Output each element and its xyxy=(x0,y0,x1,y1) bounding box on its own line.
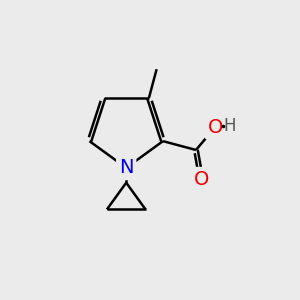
Text: N: N xyxy=(119,158,134,177)
Text: O: O xyxy=(207,118,223,137)
Text: H: H xyxy=(223,117,236,135)
Text: O: O xyxy=(194,170,209,189)
